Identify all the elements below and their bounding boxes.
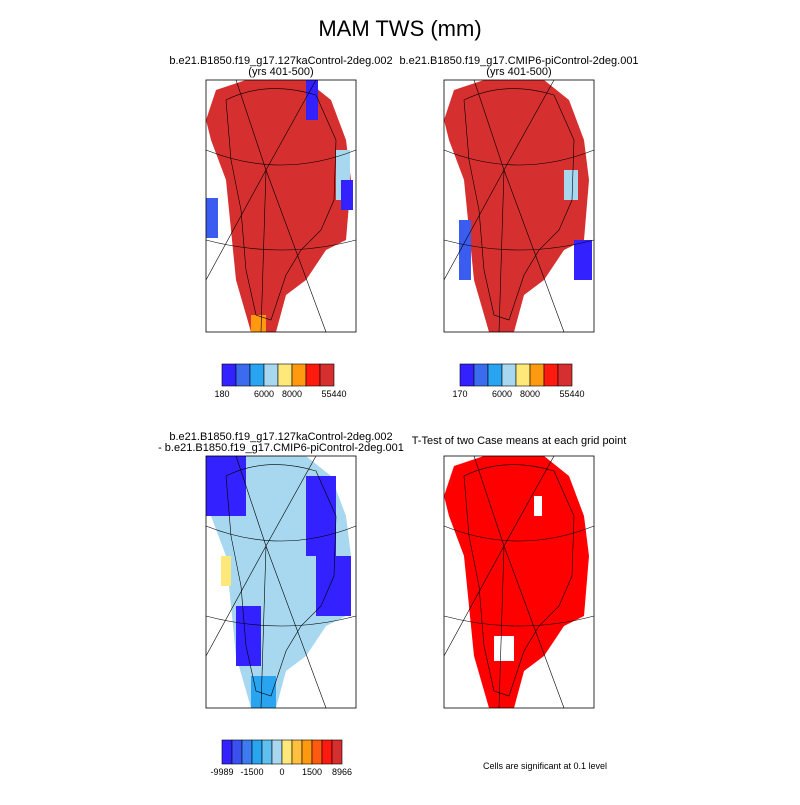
colorbar-label: 55440 <box>321 389 346 399</box>
colorbar <box>221 363 335 387</box>
colorbar <box>459 363 573 387</box>
colorbar-label: 8966 <box>332 767 352 777</box>
note: Cells are significant at 0.1 level <box>483 761 607 771</box>
colorbar-label: -9989 <box>210 767 233 777</box>
map-panel <box>205 79 357 333</box>
colorbar-label: 8000 <box>520 389 540 399</box>
panel-title: (yrs 401-500) <box>248 66 313 78</box>
colorbar-label: 0 <box>279 767 284 777</box>
map-panel <box>443 79 595 333</box>
colorbar-label: 1500 <box>302 767 322 777</box>
panel-title: b.e21.B1850.f19_g17.127kaControl-2deg.00… <box>169 55 392 67</box>
panel-title: T-Test of two Case means at each grid po… <box>412 435 627 447</box>
colorbar <box>221 739 343 765</box>
colorbar-label: -1500 <box>240 767 263 777</box>
panel-title: - b.e21.B1850.f19_g17.CMIP6-piControl-2d… <box>158 442 404 454</box>
figure-title: MAM TWS (mm) <box>318 16 481 41</box>
colorbar-label: 6000 <box>254 389 274 399</box>
panel-title: b.e21.B1850.f19_g17.127kaControl-2deg.00… <box>169 431 392 443</box>
map-panel <box>443 455 595 709</box>
map-panel <box>205 455 357 709</box>
panel-title: b.e21.B1850.f19_g17.CMIP6-piControl-2deg… <box>399 55 638 67</box>
panel-title: (yrs 401-500) <box>486 66 551 78</box>
colorbar-label: 55440 <box>559 389 584 399</box>
colorbar-label: 6000 <box>492 389 512 399</box>
colorbar-label: 8000 <box>282 389 302 399</box>
colorbar-label: 170 <box>452 389 467 399</box>
colorbar-label: 180 <box>214 389 229 399</box>
